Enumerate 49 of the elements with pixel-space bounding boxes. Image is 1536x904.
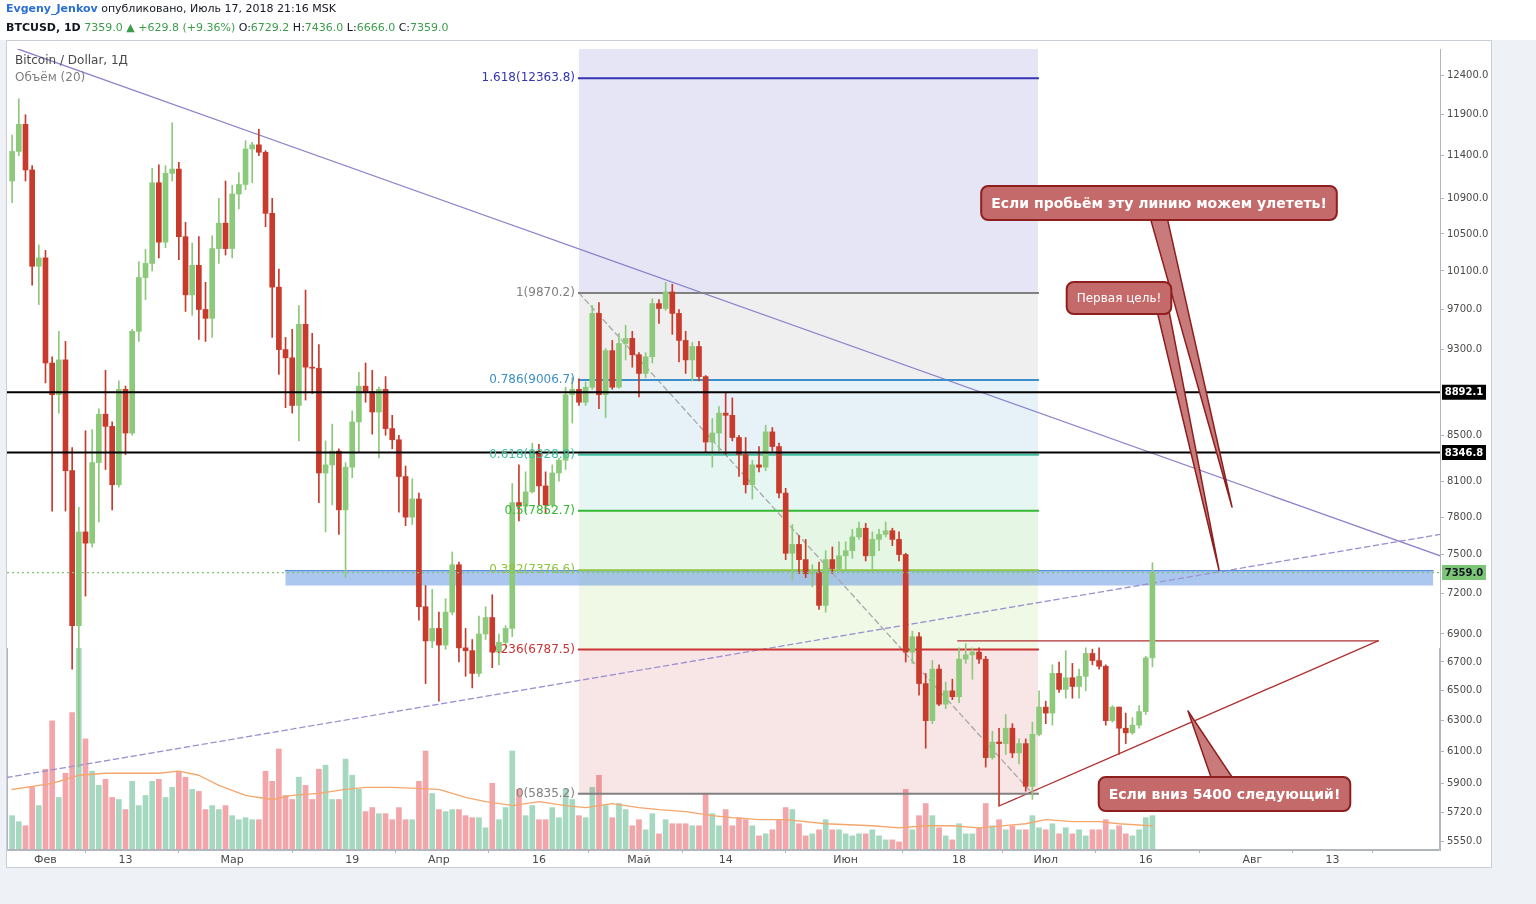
y-tick-label: 5550.0	[1447, 834, 1482, 846]
series-label: 1(9870.2)	[515, 285, 575, 300]
annotation: Объём (20)	[15, 70, 86, 84]
x-tick-label: 13	[1325, 853, 1340, 867]
y-tick-label: 6100.0	[1447, 744, 1482, 756]
y-tick-label: 6900.0	[1447, 627, 1482, 639]
y-tick-label: 10100.0	[1447, 264, 1489, 276]
x-tick-label: 13	[118, 853, 133, 867]
y-tick-label: 10900.0	[1447, 191, 1489, 203]
annotation: Если пробьём эту линию можем улететь!	[991, 194, 1327, 212]
ref-line-label: 7359.0	[1444, 566, 1484, 578]
text: BTCUSD, 1D 7359.0 ▲ +629.8 (+9.36%) O:6729.2 H:7436.0 L:6666.0 C:7359.0	[6, 21, 449, 34]
x-tick-label: Фев	[34, 853, 57, 867]
x-tick-label: Авг	[1242, 853, 1263, 867]
chart-title: Bitcoin / Dollar, 1Д	[15, 53, 128, 67]
y-tick-label: 8100.0	[1447, 474, 1482, 486]
x-tick-label: Июн	[833, 853, 859, 867]
series-label: 0.618(8328.8)	[489, 446, 575, 461]
y-tick-label: 5900.0	[1447, 776, 1482, 788]
x-tick-label: 16	[531, 853, 546, 867]
x-tick-label: Мар	[220, 853, 244, 867]
y-tick-label: 6300.0	[1447, 714, 1482, 726]
y-tick-label: 6500.0	[1447, 684, 1482, 696]
text: Evgeny_Jenkov опубликовано, Июль 17, 2018 21:16 MSK	[6, 2, 336, 15]
annotation: Первая цель!	[1076, 290, 1162, 305]
x-tick-label: Апр	[428, 853, 450, 867]
x-tick-label: 19	[345, 853, 360, 867]
ref-line-label: 8346.8	[1444, 446, 1484, 458]
series-label: 1.618(12363.8)	[481, 70, 575, 85]
y-tick-label: 12400.0	[1447, 69, 1489, 81]
x-tick-label: Май	[627, 853, 651, 867]
y-tick-label: 8500.0	[1447, 428, 1482, 440]
x-tick-label: 14	[718, 853, 733, 867]
y-tick-label: 10500.0	[1447, 227, 1489, 239]
y-tick-label: 9300.0	[1447, 343, 1482, 355]
y-tick-label: 6700.0	[1447, 655, 1482, 667]
y-tick-label: 7800.0	[1447, 510, 1482, 522]
x-tick-label: 18	[952, 853, 967, 867]
ref-line-label: 8892.1	[1444, 386, 1484, 398]
y-tick-label: 7200.0	[1447, 587, 1482, 598]
x-tick-label: Июл	[1033, 853, 1058, 867]
y-tick-label: 11400.0	[1447, 149, 1489, 161]
y-tick-label: 5720.0	[1447, 806, 1482, 818]
y-tick-label: 9700.0	[1447, 303, 1482, 315]
series-label: 0.786(9006.7)	[489, 372, 575, 387]
y-tick-label: 11900.0	[1447, 108, 1489, 120]
y-tick-label: 7500.0	[1447, 548, 1482, 560]
annotation: Если вниз 5400 следующий!	[1108, 785, 1341, 803]
x-tick-label: 16	[1138, 853, 1153, 867]
